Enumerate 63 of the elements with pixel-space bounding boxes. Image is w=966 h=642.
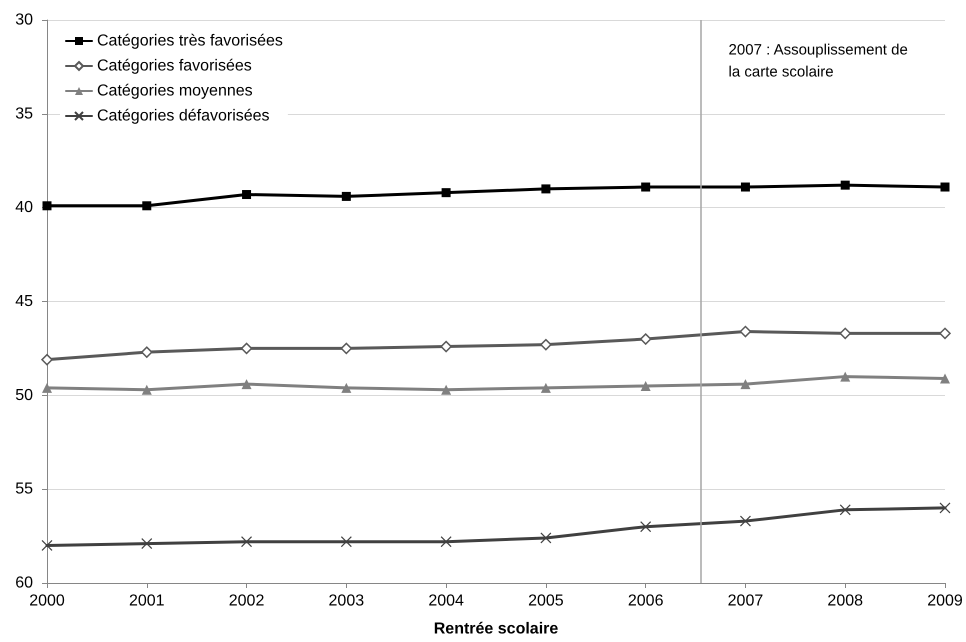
legend-label: Catégories moyennes xyxy=(97,82,253,100)
point xyxy=(641,182,650,192)
point xyxy=(540,532,552,544)
point xyxy=(142,201,152,210)
x-axis-title: Rentrée scolaire xyxy=(434,620,558,638)
point xyxy=(141,346,153,358)
point xyxy=(939,502,951,514)
x-tick-label: 2005 xyxy=(528,592,564,610)
x-tick-label: 2002 xyxy=(228,592,264,610)
point xyxy=(840,372,850,382)
point xyxy=(41,354,53,366)
point xyxy=(240,536,252,548)
x-tick-label: 2001 xyxy=(128,592,165,610)
point xyxy=(242,379,252,390)
x-tick-label: 2000 xyxy=(29,592,65,610)
point xyxy=(541,184,550,194)
point xyxy=(341,382,352,393)
ref-line-label: 2007 : Assouplissement de la carte scolaire xyxy=(728,42,908,80)
point xyxy=(740,182,750,192)
point xyxy=(640,521,652,532)
point xyxy=(41,540,53,552)
x-tick-label: 2004 xyxy=(428,592,464,610)
point xyxy=(939,328,951,340)
y-tick-label: 50 xyxy=(15,386,34,404)
y-tick-label: 35 xyxy=(15,105,34,122)
y-tick-label: 40 xyxy=(15,199,34,216)
x-tick-label: 2007 xyxy=(728,592,764,610)
point xyxy=(740,379,750,390)
point xyxy=(440,340,452,352)
point xyxy=(441,384,452,395)
point xyxy=(340,342,352,354)
point xyxy=(640,380,651,391)
point xyxy=(141,538,152,550)
point xyxy=(42,201,52,210)
y-tick-label: 55 xyxy=(15,480,34,498)
point xyxy=(640,333,652,345)
point xyxy=(42,382,52,393)
point xyxy=(840,504,851,516)
y-tick-label: 60 xyxy=(15,574,34,592)
point xyxy=(540,338,552,350)
point xyxy=(840,180,850,190)
x-tick-label: 2006 xyxy=(628,592,664,610)
legend-label: Catégories défavorisées xyxy=(97,108,270,124)
x-tick-label: 2008 xyxy=(827,592,864,610)
point xyxy=(242,190,252,200)
y-tick-label: 45 xyxy=(15,293,34,310)
point xyxy=(940,182,950,192)
point xyxy=(440,536,452,548)
x-tick-label: 2009 xyxy=(927,592,963,610)
point xyxy=(740,515,752,527)
x-tick-label: 2003 xyxy=(328,592,364,610)
point xyxy=(240,342,252,354)
point xyxy=(940,373,950,384)
point xyxy=(839,328,851,340)
y-tick-label: 30 xyxy=(15,12,34,28)
point xyxy=(540,382,551,393)
legend-label: Catégories favorisées xyxy=(97,58,252,74)
point xyxy=(740,326,752,338)
point xyxy=(342,192,351,201)
point xyxy=(442,188,451,198)
point xyxy=(340,536,352,548)
legend-label: Catégories très favorisées xyxy=(97,32,283,50)
point xyxy=(142,384,152,395)
